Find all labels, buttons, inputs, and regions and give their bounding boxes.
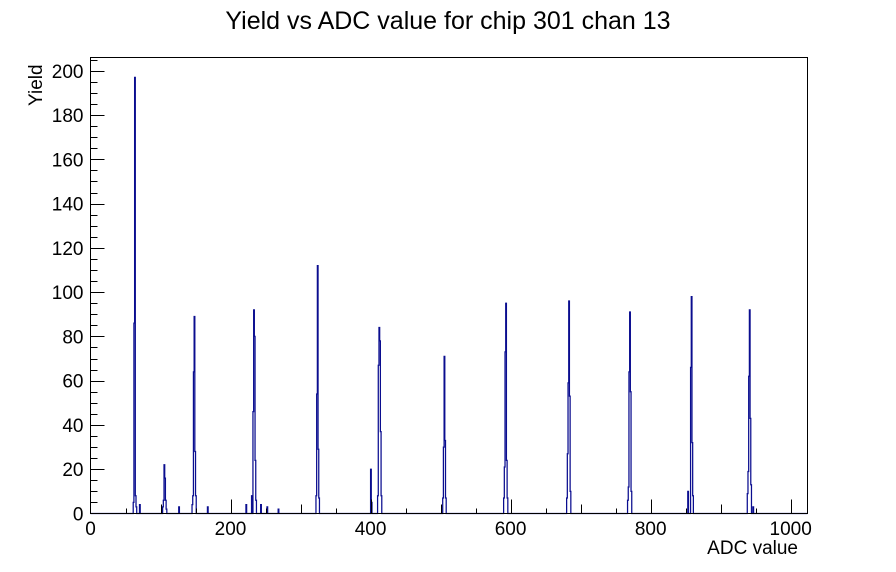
chart-title: Yield vs ADC value for chip 301 chan 13 [225, 7, 671, 35]
x-tick-label: 800 [635, 519, 667, 540]
y-tick-label: 40 [62, 416, 83, 437]
x-tick-label: 400 [355, 519, 387, 540]
y-tick-label: 60 [62, 372, 83, 393]
x-tick-label: 0 [85, 519, 96, 540]
x-tick-label: 600 [495, 519, 527, 540]
y-tick-label: 200 [52, 62, 84, 83]
histogram-line [90, 76, 808, 515]
x-tick-label: 1000 [770, 519, 812, 540]
y-tick-label: 140 [52, 195, 84, 216]
y-tick-label: 100 [52, 283, 84, 304]
y-tick-label: 180 [52, 106, 84, 127]
y-tick-label: 20 [62, 460, 83, 481]
y-tick-label: 80 [62, 327, 83, 348]
x-axis-title: ADC value [707, 538, 798, 559]
y-tick-label: 120 [52, 239, 84, 260]
x-tick-label: 200 [215, 519, 247, 540]
plot-frame [90, 57, 808, 514]
y-tick-label: 0 [73, 505, 84, 526]
y-tick-label: 160 [52, 150, 84, 171]
